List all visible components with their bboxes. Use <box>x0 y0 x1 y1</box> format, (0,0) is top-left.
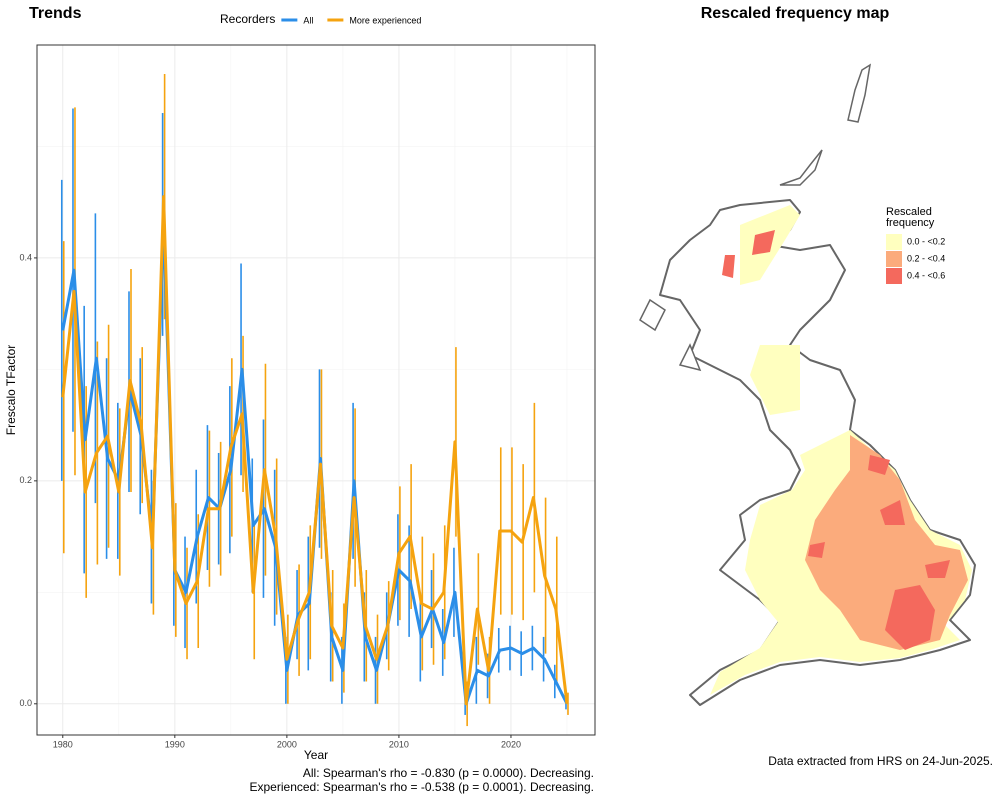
map-legend-label: 0.4 - <0.6 <box>907 270 945 280</box>
freq-high <box>722 230 950 650</box>
annotation: Experienced: Spearman's rho = -0.538 (p … <box>250 780 595 794</box>
map-legend-title: Rescaled <box>886 206 932 218</box>
x-tick-label: 1980 <box>53 739 73 749</box>
annotation: All: Spearman's rho = -0.830 (p = 0.0000… <box>303 766 594 780</box>
series-line <box>61 195 569 706</box>
map-legend-swatch <box>886 251 902 267</box>
legend-title: Recorders <box>220 12 275 26</box>
legend-label: More experienced <box>349 15 421 25</box>
map <box>639 63 976 706</box>
x-axis-label: Year <box>304 748 328 762</box>
panel-border <box>36 44 596 736</box>
x-tick-label: 2000 <box>277 739 297 749</box>
islands <box>639 63 872 372</box>
map-legend-label: 0.0 - <0.2 <box>907 236 945 246</box>
x-tick-label: 1990 <box>165 739 185 749</box>
footnote: Data extracted from HRS on 24-Jun-2025. <box>768 754 993 768</box>
y-axis-label: Frescalo TFactor <box>4 345 18 435</box>
map-legend-swatch <box>886 268 902 284</box>
map-legend-swatch <box>886 234 902 250</box>
map-legend-label: 0.2 - <0.4 <box>907 253 945 263</box>
x-tick-label: 2010 <box>389 739 409 749</box>
map-legend-title: frequency <box>886 217 935 229</box>
y-tick-label: 0.4 <box>19 252 32 262</box>
y-tick-label: 0.2 <box>19 475 32 485</box>
y-tick-label: 0.0 <box>19 698 32 708</box>
legend-label: All <box>303 15 313 25</box>
freq-mid <box>805 435 968 650</box>
chart-title: Trends <box>29 5 82 22</box>
x-tick-label: 2020 <box>501 739 521 749</box>
map-title: Rescaled frequency map <box>701 5 890 22</box>
